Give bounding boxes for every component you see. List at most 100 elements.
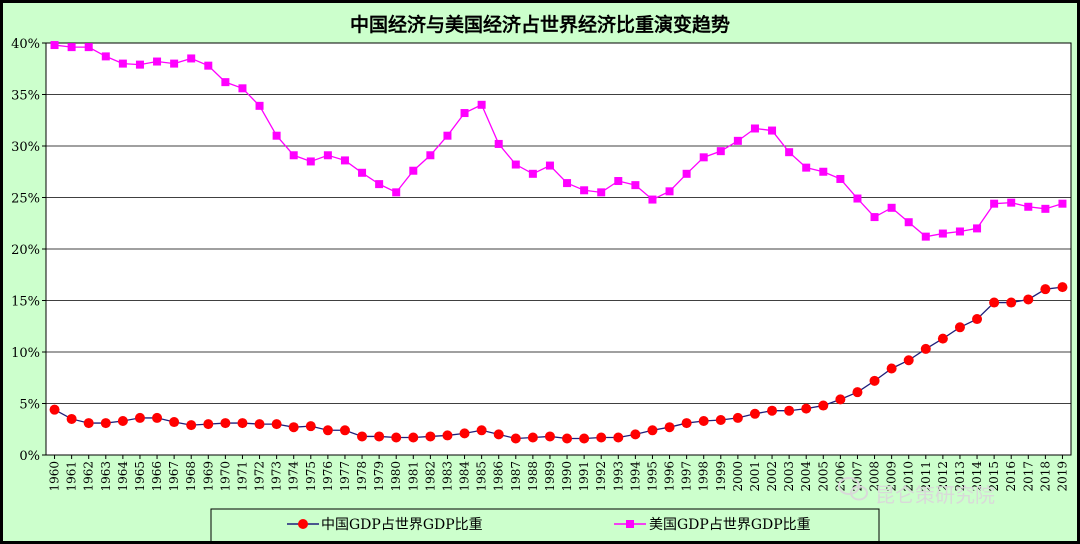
data-point (271, 419, 282, 430)
y-tick-label: 5% (19, 398, 40, 413)
data-point (785, 148, 794, 157)
x-tick-label: 1978 (355, 461, 369, 492)
x-tick-label: 1982 (423, 461, 437, 492)
data-point (117, 416, 128, 427)
x-tick-label: 1973 (270, 461, 284, 492)
data-point (768, 126, 777, 135)
x-tick-label: 2007 (850, 461, 864, 492)
wechat-icon (838, 477, 868, 501)
data-point (699, 153, 708, 162)
data-point (443, 131, 452, 140)
data-point (682, 169, 691, 178)
data-point (66, 413, 77, 424)
x-tick-label: 1999 (714, 461, 728, 492)
x-tick-label: 1987 (509, 461, 523, 492)
y-axis: 0% 5% 10% 15% 20% 25% 30% 35% 40% (11, 37, 46, 464)
x-tick-label: 1993 (611, 461, 625, 492)
chart-panel: 中国经济与美国经济占世界经济比重演变趋势 0% 5% 10% 15% 20% 25% 30%… (3, 3, 1077, 541)
data-point (920, 343, 931, 354)
data-point (221, 78, 230, 87)
x-tick-label: 1963 (99, 461, 113, 492)
data-point (664, 422, 675, 433)
x-tick-label: 1974 (287, 461, 301, 492)
data-point (169, 417, 180, 428)
data-point (409, 166, 418, 175)
x-tick-label: 1996 (663, 461, 677, 492)
x-tick-label: 1992 (594, 461, 608, 492)
x-tick-label: 1995 (645, 461, 659, 492)
data-point (83, 418, 94, 429)
data-point (887, 203, 896, 212)
data-point (972, 314, 983, 325)
data-point (374, 431, 385, 442)
y-tick-label: 35% (11, 89, 40, 104)
data-point (408, 432, 419, 443)
data-point (152, 412, 163, 423)
data-point (698, 416, 709, 427)
data-point (614, 177, 623, 186)
data-point (220, 418, 231, 429)
x-tick-label: 1962 (82, 461, 96, 492)
data-point (870, 213, 879, 222)
data-point (460, 109, 469, 118)
data-point (340, 156, 349, 165)
series-group (49, 41, 1068, 444)
data-point (153, 57, 162, 66)
line-chart: 中国经济与美国经济占世界经济比重演变趋势 0% 5% 10% 15% 20% 25% 30%… (11, 13, 1072, 541)
data-point (852, 387, 863, 398)
data-point (170, 59, 179, 68)
legend: 中国GDP占世界GDP比重 美国GDP占世界GDP比重 (210, 508, 880, 541)
data-point (732, 412, 743, 423)
data-point (869, 375, 880, 386)
data-point (596, 432, 607, 443)
data-point (563, 179, 572, 188)
data-point (802, 163, 811, 172)
data-point (904, 218, 913, 227)
x-tick-label: 2004 (799, 461, 813, 492)
data-point (749, 408, 760, 419)
data-point (990, 199, 999, 208)
x-tick-label: 2014 (970, 461, 984, 492)
grid-lines (45, 42, 1072, 456)
data-point (255, 101, 264, 110)
x-tick-label: 2003 (782, 461, 796, 492)
x-axis: 1960 1961 1962 1963 1964 1965 1966 1967 1968 1969… (48, 455, 1069, 492)
x-tick-label: 2006 (833, 461, 847, 492)
data-point (528, 169, 537, 178)
y-tick-label: 10% (11, 346, 40, 361)
data-point (836, 174, 845, 183)
data-point (237, 418, 248, 429)
data-point (134, 412, 145, 423)
y-tick-label: 30% (11, 140, 40, 155)
data-point (272, 131, 281, 140)
data-point (544, 431, 555, 442)
x-tick-label: 1966 (150, 461, 164, 492)
data-point (818, 400, 829, 411)
data-point (1041, 204, 1050, 213)
x-tick-label: 1983 (440, 461, 454, 492)
x-tick-label: 2002 (765, 461, 779, 492)
x-tick-label: 1998 (697, 461, 711, 492)
data-point (476, 425, 487, 436)
x-tick-label: 2008 (868, 461, 882, 492)
x-tick-label: 1984 (458, 461, 472, 492)
data-point (306, 157, 315, 166)
data-point (527, 432, 538, 443)
data-point (767, 405, 778, 416)
data-point (339, 425, 350, 436)
x-tick-label: 1971 (235, 461, 249, 492)
data-point (886, 363, 897, 374)
x-tick-label: 1977 (338, 461, 352, 492)
x-tick-label: 1981 (406, 461, 420, 492)
data-point (835, 394, 846, 405)
data-point (391, 432, 402, 443)
x-tick-label: 2000 (731, 461, 745, 492)
data-point (323, 151, 332, 160)
data-point (545, 161, 554, 170)
data-point (801, 403, 812, 414)
data-point (750, 124, 759, 133)
data-point (937, 333, 948, 344)
data-point (715, 414, 726, 425)
watermark-text: 昆仑策研究院 (875, 483, 995, 507)
y-tick-label: 0% (19, 449, 40, 464)
